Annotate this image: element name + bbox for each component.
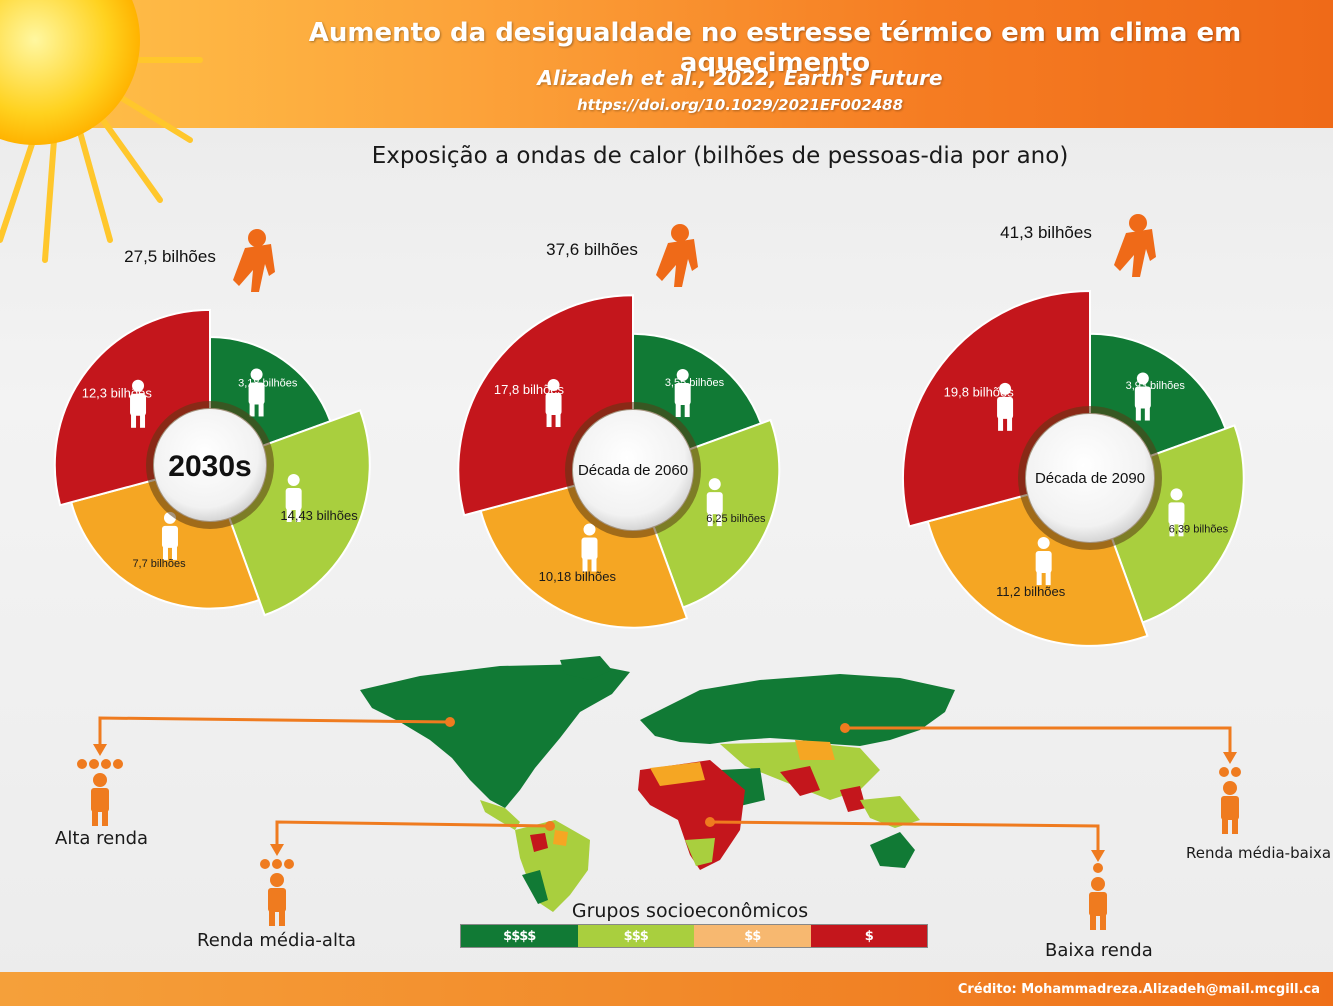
- doi-link[interactable]: https://doi.org/10.1029/2021EF002488: [576, 96, 904, 114]
- person-icon-upper-middle: [260, 859, 294, 926]
- total-exposure-label: 37,6 bilhões: [546, 240, 638, 259]
- slice-value-label: 6,39 bilhões: [1169, 524, 1229, 536]
- person-icon: [674, 369, 691, 418]
- person-icon: [997, 382, 1014, 431]
- credit-text: Crédito: Mohammadreza.Alizadeh@mail.mcgi…: [957, 982, 1320, 997]
- donut-charts: 3,18 bilhões 14,43 bilhões 7,7 bilhões 12,3…: [53, 214, 1245, 647]
- label-upper-middle-income: Renda média-alta: [197, 930, 357, 951]
- person-icon: [706, 478, 723, 527]
- heat-stressed-person-icon: [1114, 214, 1156, 277]
- map-greenland: [560, 656, 612, 680]
- person-icon: [1168, 488, 1185, 537]
- slice-value-label: 7,7 bilhões: [132, 558, 186, 570]
- donut-chart-3: 3,93 bilhões 6,39 bilhões 11,2 bilhões 19,8…: [902, 214, 1245, 647]
- heat-stressed-person-icon: [656, 224, 698, 287]
- label-lower-middle-income: Renda média-baixa: [1186, 844, 1332, 862]
- total-exposure-label: 27,5 bilhões: [124, 247, 216, 266]
- slice-value-label: 19,8 bilhões: [944, 385, 1015, 400]
- slice-value-label: 11,2 bilhões: [996, 584, 1066, 599]
- person-icon: [285, 474, 302, 523]
- chart-heading: Exposição a ondas de calor (bilhões de p…: [371, 143, 1069, 169]
- sun-icon: [0, 0, 203, 263]
- slice-value-label: 17,8 bilhões: [494, 382, 565, 397]
- label-low-income: Baixa renda: [1045, 940, 1153, 961]
- legend-high-income: $$$$: [461, 925, 578, 947]
- person-icon-high-income: [77, 759, 123, 826]
- map-central-america: [480, 800, 520, 830]
- person-icon: [581, 523, 598, 572]
- connector-high-income: [98, 716, 451, 744]
- slice-value-label: 3,93 bilhões: [1126, 380, 1186, 392]
- person-icon-lower-middle: [1219, 767, 1241, 834]
- person-icon: [545, 379, 562, 428]
- heat-stressed-person-icon: [233, 229, 275, 292]
- person-icon: [1134, 372, 1151, 421]
- hub-circle: [154, 409, 266, 521]
- person-icon: [1035, 537, 1052, 586]
- legend-lower-middle-income: $$: [694, 925, 811, 947]
- donut-chart-1: 3,18 bilhões 14,43 bilhões 7,7 bilhões 12,3…: [53, 229, 371, 617]
- label-high-income: Alta renda: [55, 828, 149, 849]
- slice-value-label: 10,18 bilhões: [539, 569, 617, 584]
- center-label: Década de 2060: [578, 462, 688, 479]
- legend-upper-middle-income: $$$: [577, 925, 694, 947]
- slice-value-label: 14,43 bilhões: [280, 508, 358, 523]
- connector-arrowheads: [93, 717, 1237, 862]
- person-icon-low-income: [1089, 863, 1107, 930]
- legend-bar: $$$$ $$$ $$ $: [460, 924, 928, 948]
- center-label: Década de 2090: [1035, 470, 1145, 487]
- header-banner: [0, 0, 1333, 128]
- map-north-america: [360, 664, 630, 808]
- donut-chart-2: 3,55 bilhões 6,25 bilhões 10,18 bilhões 17,…: [457, 224, 781, 629]
- slice-value-label: 6,25 bilhões: [706, 513, 766, 525]
- connector-lower-middle: [845, 726, 1232, 752]
- slice-value-label: 3,18 bilhões: [238, 378, 298, 390]
- slice-value-label: 3,55 bilhões: [665, 377, 725, 389]
- center-label: 2030s: [168, 450, 251, 483]
- map-south-america: [515, 820, 590, 912]
- slice-value-label: 12,3 bilhões: [82, 385, 153, 400]
- hub-circle: [1026, 414, 1154, 542]
- total-exposure-label: 41,3 bilhões: [1000, 223, 1092, 242]
- world-map: [360, 656, 955, 912]
- legend-title: Grupos socioeconômicos: [571, 900, 809, 922]
- person-icon: [161, 511, 178, 560]
- citation: Alizadeh et al., 2022, Earth's Future: [537, 66, 943, 90]
- hub-circle: [573, 410, 693, 530]
- map-africa: [638, 760, 745, 870]
- map-eurasia: [640, 674, 955, 746]
- person-icon: [130, 379, 147, 428]
- legend-low-income: $: [810, 925, 927, 947]
- map-connectors: [98, 716, 1232, 850]
- footer-banner: [0, 972, 1333, 1006]
- person-icon: [248, 368, 265, 417]
- connector-low-income: [709, 820, 1100, 850]
- income-person-icons: [77, 759, 1241, 930]
- connector-upper-middle: [275, 820, 551, 844]
- infographic-title: Aumento da desigualdade no estresse térm…: [308, 18, 1242, 78]
- map-australia: [870, 832, 915, 868]
